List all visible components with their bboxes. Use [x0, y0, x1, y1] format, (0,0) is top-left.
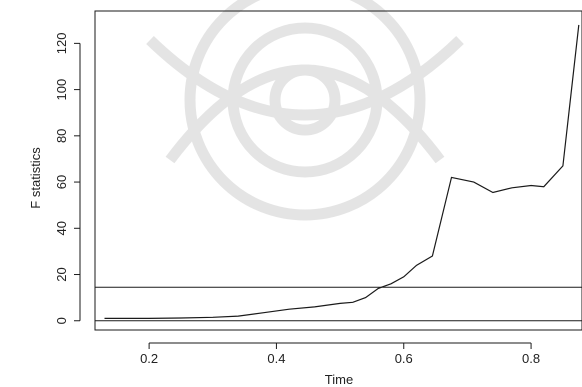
x-tick-label: 0.4 — [267, 351, 285, 366]
y-tick-label: 40 — [54, 221, 69, 235]
y-tick-label: 0 — [54, 317, 69, 324]
x-axis: 0.2 0.4 0.6 0.8 — [140, 342, 540, 366]
y-axis: 0 20 40 60 80 100 120 — [54, 33, 81, 324]
plot-frame — [94, 10, 582, 331]
y-tick-label: 100 — [54, 79, 69, 101]
x-tick-label: 0.8 — [522, 351, 540, 366]
y-tick-label: 80 — [54, 129, 69, 143]
x-tick-label: 0.6 — [395, 351, 413, 366]
x-axis-label: Time — [325, 372, 353, 387]
watermark — [146, 0, 464, 221]
series-line — [104, 24, 580, 319]
reference-lines — [95, 286, 582, 322]
y-tick-label: 20 — [54, 267, 69, 281]
y-tick-label: 120 — [54, 33, 69, 55]
y-tick-label: 60 — [54, 175, 69, 189]
y-axis-label: F statistics — [28, 147, 43, 209]
x-tick-label: 0.2 — [140, 351, 158, 366]
